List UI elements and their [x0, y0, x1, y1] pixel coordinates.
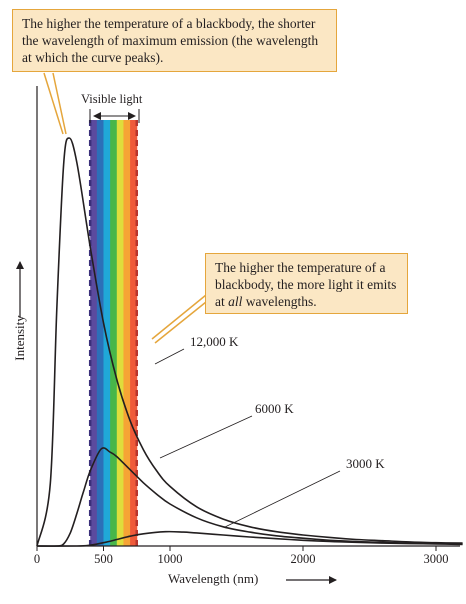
more-light-text-emphasis: all — [228, 294, 243, 309]
x-tick-label: 3000 — [424, 552, 449, 566]
label-6000k: 6000 K — [255, 401, 294, 416]
label-3000k: 3000 K — [346, 456, 385, 471]
callout-2-pointer-b — [154, 301, 207, 344]
label-12000k: 12,000 K — [190, 334, 239, 349]
curve-series-0 — [36, 137, 463, 547]
visible-light-label: Visible light — [81, 92, 143, 106]
visible-spectrum-band — [88, 120, 138, 546]
leader-3000k — [224, 470, 341, 528]
curves-group — [36, 137, 463, 547]
spectrum-stripe — [130, 120, 138, 546]
callout-2-pointer-a — [151, 294, 207, 340]
callout-1-pointer-b — [52, 72, 67, 135]
leader-12000k — [154, 348, 185, 365]
x-tick-label: 500 — [94, 552, 113, 566]
x-tick-label: 0 — [34, 552, 40, 566]
y-axis-title: Intensity — [12, 315, 27, 361]
spectrum-stripe — [110, 120, 118, 546]
leader-6000k — [159, 415, 253, 459]
curve-series-2 — [36, 530, 463, 547]
spectrum-stripe — [123, 120, 131, 546]
spectrum-stripe — [96, 120, 104, 546]
x-axis-title: Wavelength (nm) — [168, 571, 258, 586]
callout-1-pointer-a — [43, 72, 64, 135]
more-light-text-start: The higher the temperature of a blackbod… — [215, 260, 397, 309]
x-ticks-group: 0 500 1000 2000 3000 — [34, 546, 449, 566]
more-light-text-end: wavelengths. — [242, 294, 317, 309]
peak-wavelength-text: The higher the temperature of a blackbod… — [22, 16, 319, 65]
peak-wavelength-callout: The higher the temperature of a blackbod… — [12, 9, 337, 72]
spectrum-stripe — [116, 120, 124, 546]
spectrum-stripe — [90, 120, 98, 546]
x-tick-label: 2000 — [291, 552, 316, 566]
more-light-callout: The higher the temperature of a blackbod… — [205, 253, 408, 314]
spectrum-stripe — [103, 120, 111, 546]
x-tick-label: 1000 — [158, 552, 183, 566]
